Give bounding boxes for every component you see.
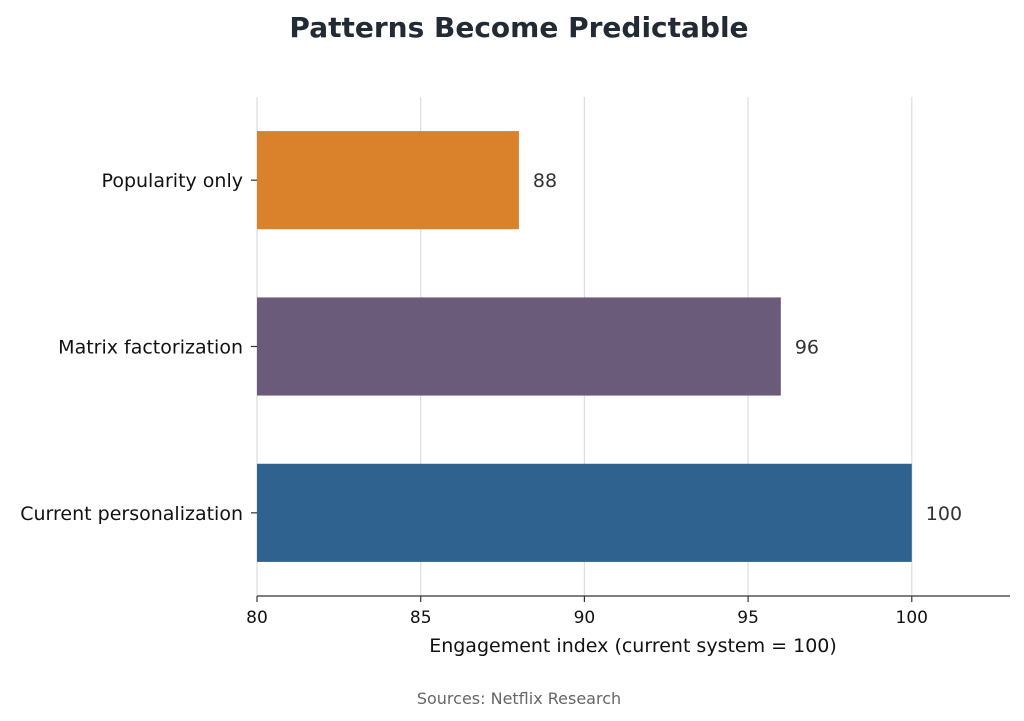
category-label: Popularity only [102, 170, 243, 192]
category-label: Current personalization [20, 503, 243, 525]
category-label: Matrix factorization [58, 337, 243, 359]
bars [257, 131, 912, 562]
value-label: 100 [926, 503, 962, 525]
x-tick-label: 90 [574, 608, 596, 628]
x-ticks: 80 85 90 95 100 [246, 596, 928, 628]
x-tick-label: 95 [737, 608, 759, 628]
bar [257, 297, 781, 396]
value-label: 88 [533, 170, 557, 192]
category-labels: Popularity only Matrix factorization Curre… [20, 170, 257, 525]
x-tick-label: 85 [410, 608, 432, 628]
value-labels: 88 96 100 [533, 170, 962, 525]
x-tick-label: 80 [246, 608, 268, 628]
chart-title: Patterns Become Predictable [289, 11, 748, 44]
value-label: 96 [795, 337, 819, 359]
x-axis-title: Engagement index (current system = 100) [429, 635, 837, 657]
x-tick-label: 100 [896, 608, 928, 628]
bar [257, 131, 519, 230]
bar [257, 463, 912, 562]
source-note: Sources: Netflix Research [417, 689, 621, 708]
